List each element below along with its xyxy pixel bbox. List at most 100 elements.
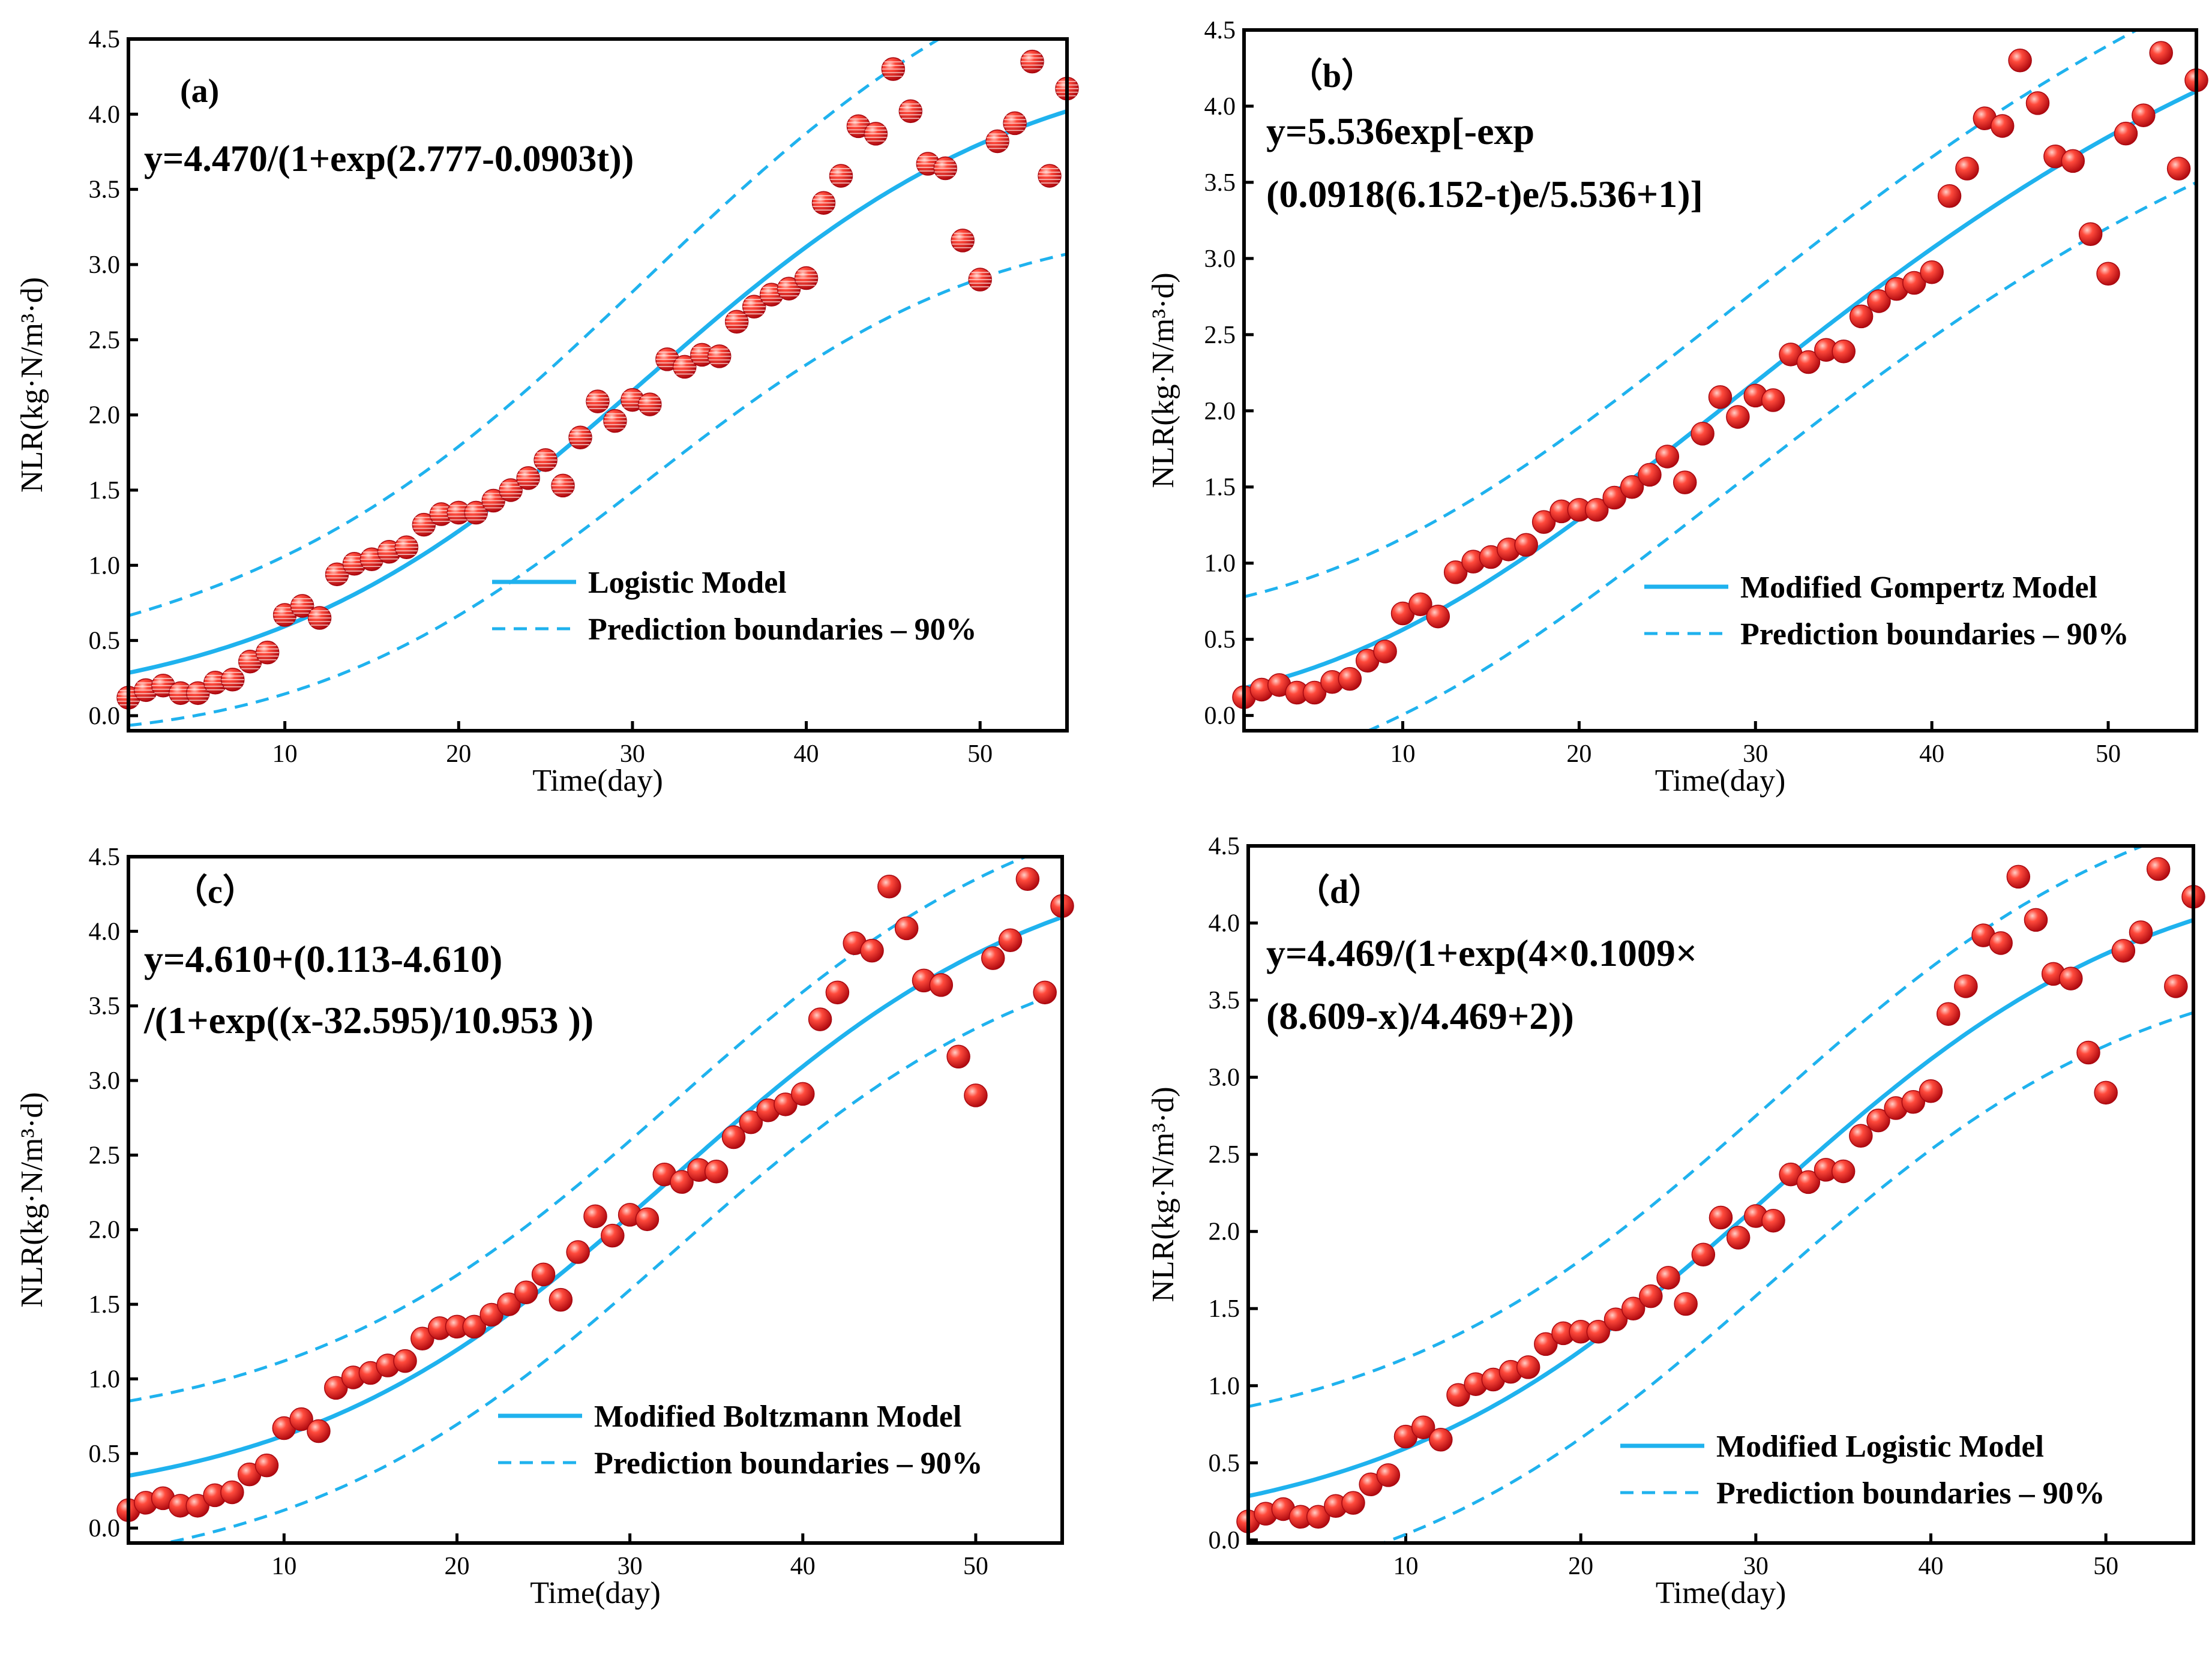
data-point bbox=[566, 1240, 590, 1264]
panel-label: （c） bbox=[174, 873, 256, 911]
data-point bbox=[1585, 498, 1609, 522]
data-point bbox=[1373, 640, 1397, 664]
data-point bbox=[1989, 931, 2013, 955]
y-tick-label: 1.5 bbox=[89, 1291, 121, 1319]
legend-bound-label: Prediction boundaries – 90% bbox=[588, 613, 977, 647]
data-point bbox=[964, 1083, 988, 1107]
data-point bbox=[1849, 1124, 1873, 1148]
y-tick-label: 2.0 bbox=[1204, 398, 1236, 425]
data-point bbox=[1376, 1463, 1401, 1487]
lower-prediction-bound bbox=[1378, 1011, 2193, 1543]
data-point bbox=[307, 1419, 331, 1443]
y-tick-label: 4.5 bbox=[1204, 17, 1236, 44]
x-tick-label: 50 bbox=[967, 740, 993, 768]
panel-c: 10 20 30 40 50 0.0 0.5 1.0 1.5 2.0 2.5 3.0 3.5 4.0 4.5… bbox=[15, 843, 1074, 1610]
data-point bbox=[185, 1494, 210, 1518]
data-point bbox=[1602, 485, 1626, 510]
x-tick-label: 30 bbox=[620, 740, 645, 768]
data-point bbox=[670, 1170, 694, 1194]
y-tick-label: 1.5 bbox=[1204, 474, 1236, 502]
x-tick-label: 30 bbox=[1743, 1553, 1769, 1580]
upper-prediction-bound bbox=[128, 39, 942, 617]
data-point bbox=[410, 1326, 434, 1351]
panel-label: （d） bbox=[1296, 873, 1382, 911]
data-point bbox=[601, 1223, 625, 1248]
data-point bbox=[860, 938, 884, 963]
data-point bbox=[1015, 867, 1040, 891]
equation-line: /(1+exp((x-32.595)/10.953 )) bbox=[143, 999, 594, 1041]
data-points bbox=[1232, 41, 2208, 709]
data-points bbox=[116, 49, 1079, 710]
x-tick-label: 50 bbox=[963, 1553, 988, 1580]
data-point bbox=[1673, 470, 1697, 494]
panel-a: 10 20 30 40 50 0.0 0.5 1.0 1.5 2.0 2.5 3.0 3.5 4.0 4.5… bbox=[15, 26, 1079, 798]
lower-prediction-bound bbox=[1364, 181, 2196, 731]
y-tick-label: 0.0 bbox=[1209, 1527, 1240, 1554]
y-tick-label: 3.0 bbox=[1204, 245, 1236, 273]
data-point bbox=[791, 1082, 815, 1106]
data-point bbox=[1831, 1159, 1856, 1184]
x-tick-label: 40 bbox=[1919, 1553, 1944, 1580]
data-point bbox=[1919, 1079, 1943, 1103]
data-point bbox=[1726, 1226, 1751, 1250]
data-point bbox=[1639, 1284, 1663, 1308]
data-point bbox=[1516, 1355, 1540, 1379]
y-tick-label: 3.5 bbox=[1209, 987, 1240, 1014]
data-point bbox=[1901, 1090, 1926, 1114]
data-point bbox=[254, 1453, 279, 1478]
data-point bbox=[2059, 966, 2083, 990]
legend-fit-label: Modified Boltzmann Model bbox=[594, 1400, 961, 1434]
plot-frame bbox=[127, 37, 1069, 733]
data-point bbox=[1832, 340, 1856, 364]
data-point bbox=[1408, 592, 1432, 617]
data-point bbox=[462, 1314, 487, 1339]
y-tick-label: 2.0 bbox=[89, 1217, 121, 1244]
y-tick-label: 4.0 bbox=[89, 101, 121, 128]
legend: Logistic Model Prediction boundaries – 90… bbox=[492, 566, 977, 647]
data-point bbox=[1937, 184, 1962, 208]
data-point bbox=[1866, 1108, 1890, 1133]
panel-d: 10 20 30 40 50 0.0 0.5 1.0 1.5 2.0 2.5 3.0 3.5 4.0 4.5… bbox=[1146, 833, 2205, 1610]
data-point bbox=[2096, 262, 2120, 286]
data-point bbox=[2164, 974, 2188, 998]
y-tick-label: 1.0 bbox=[1204, 550, 1236, 578]
panel-label: （b） bbox=[1289, 57, 1375, 95]
y-tick-label: 4.5 bbox=[1209, 833, 1240, 860]
y-tick-label: 0.5 bbox=[89, 628, 121, 655]
data-points bbox=[116, 867, 1074, 1523]
y-tick-label: 0.5 bbox=[1209, 1449, 1240, 1477]
y-tick-label: 1.5 bbox=[89, 477, 121, 505]
y-tick-label: 2.5 bbox=[1204, 322, 1236, 349]
x-tick-label: 50 bbox=[2093, 1553, 2118, 1580]
data-point bbox=[946, 1044, 970, 1069]
data-point bbox=[1586, 1320, 1611, 1344]
data-point bbox=[1990, 114, 2015, 138]
data-point bbox=[1709, 1205, 1733, 1230]
y-tick-label: 3.0 bbox=[89, 251, 121, 279]
x-tick-label: 10 bbox=[271, 1553, 296, 1580]
x-tick-label: 40 bbox=[790, 1553, 816, 1580]
x-axis-title: Time(day) bbox=[532, 764, 663, 798]
x-tick-label: 20 bbox=[1568, 1553, 1593, 1580]
y-tick-label: 2.0 bbox=[89, 402, 121, 430]
y-tick-label: 3.5 bbox=[89, 993, 121, 1020]
lower-prediction-bound bbox=[128, 253, 1067, 727]
data-point bbox=[1655, 445, 1680, 469]
y-tick-label: 0.5 bbox=[1204, 626, 1236, 654]
upper-prediction-bound bbox=[1244, 30, 2140, 599]
equation-line: y=4.469/(1+exp(4×0.1009× bbox=[1266, 932, 1697, 974]
data-point bbox=[583, 1204, 607, 1229]
data-point bbox=[721, 1125, 746, 1149]
legend-bound-label: Prediction boundaries – 90% bbox=[594, 1446, 983, 1481]
data-point bbox=[1902, 271, 1926, 295]
data-point bbox=[289, 1407, 313, 1431]
data-point bbox=[531, 1262, 556, 1287]
y-tick-label: 1.0 bbox=[89, 1365, 121, 1393]
data-point bbox=[2111, 939, 2136, 963]
data-point bbox=[704, 1159, 729, 1184]
data-point bbox=[2061, 149, 2085, 173]
data-point bbox=[1936, 1002, 1961, 1026]
data-point bbox=[2025, 91, 2050, 115]
y-tick-label: 2.0 bbox=[1209, 1218, 1240, 1246]
data-point bbox=[1306, 1505, 1330, 1529]
